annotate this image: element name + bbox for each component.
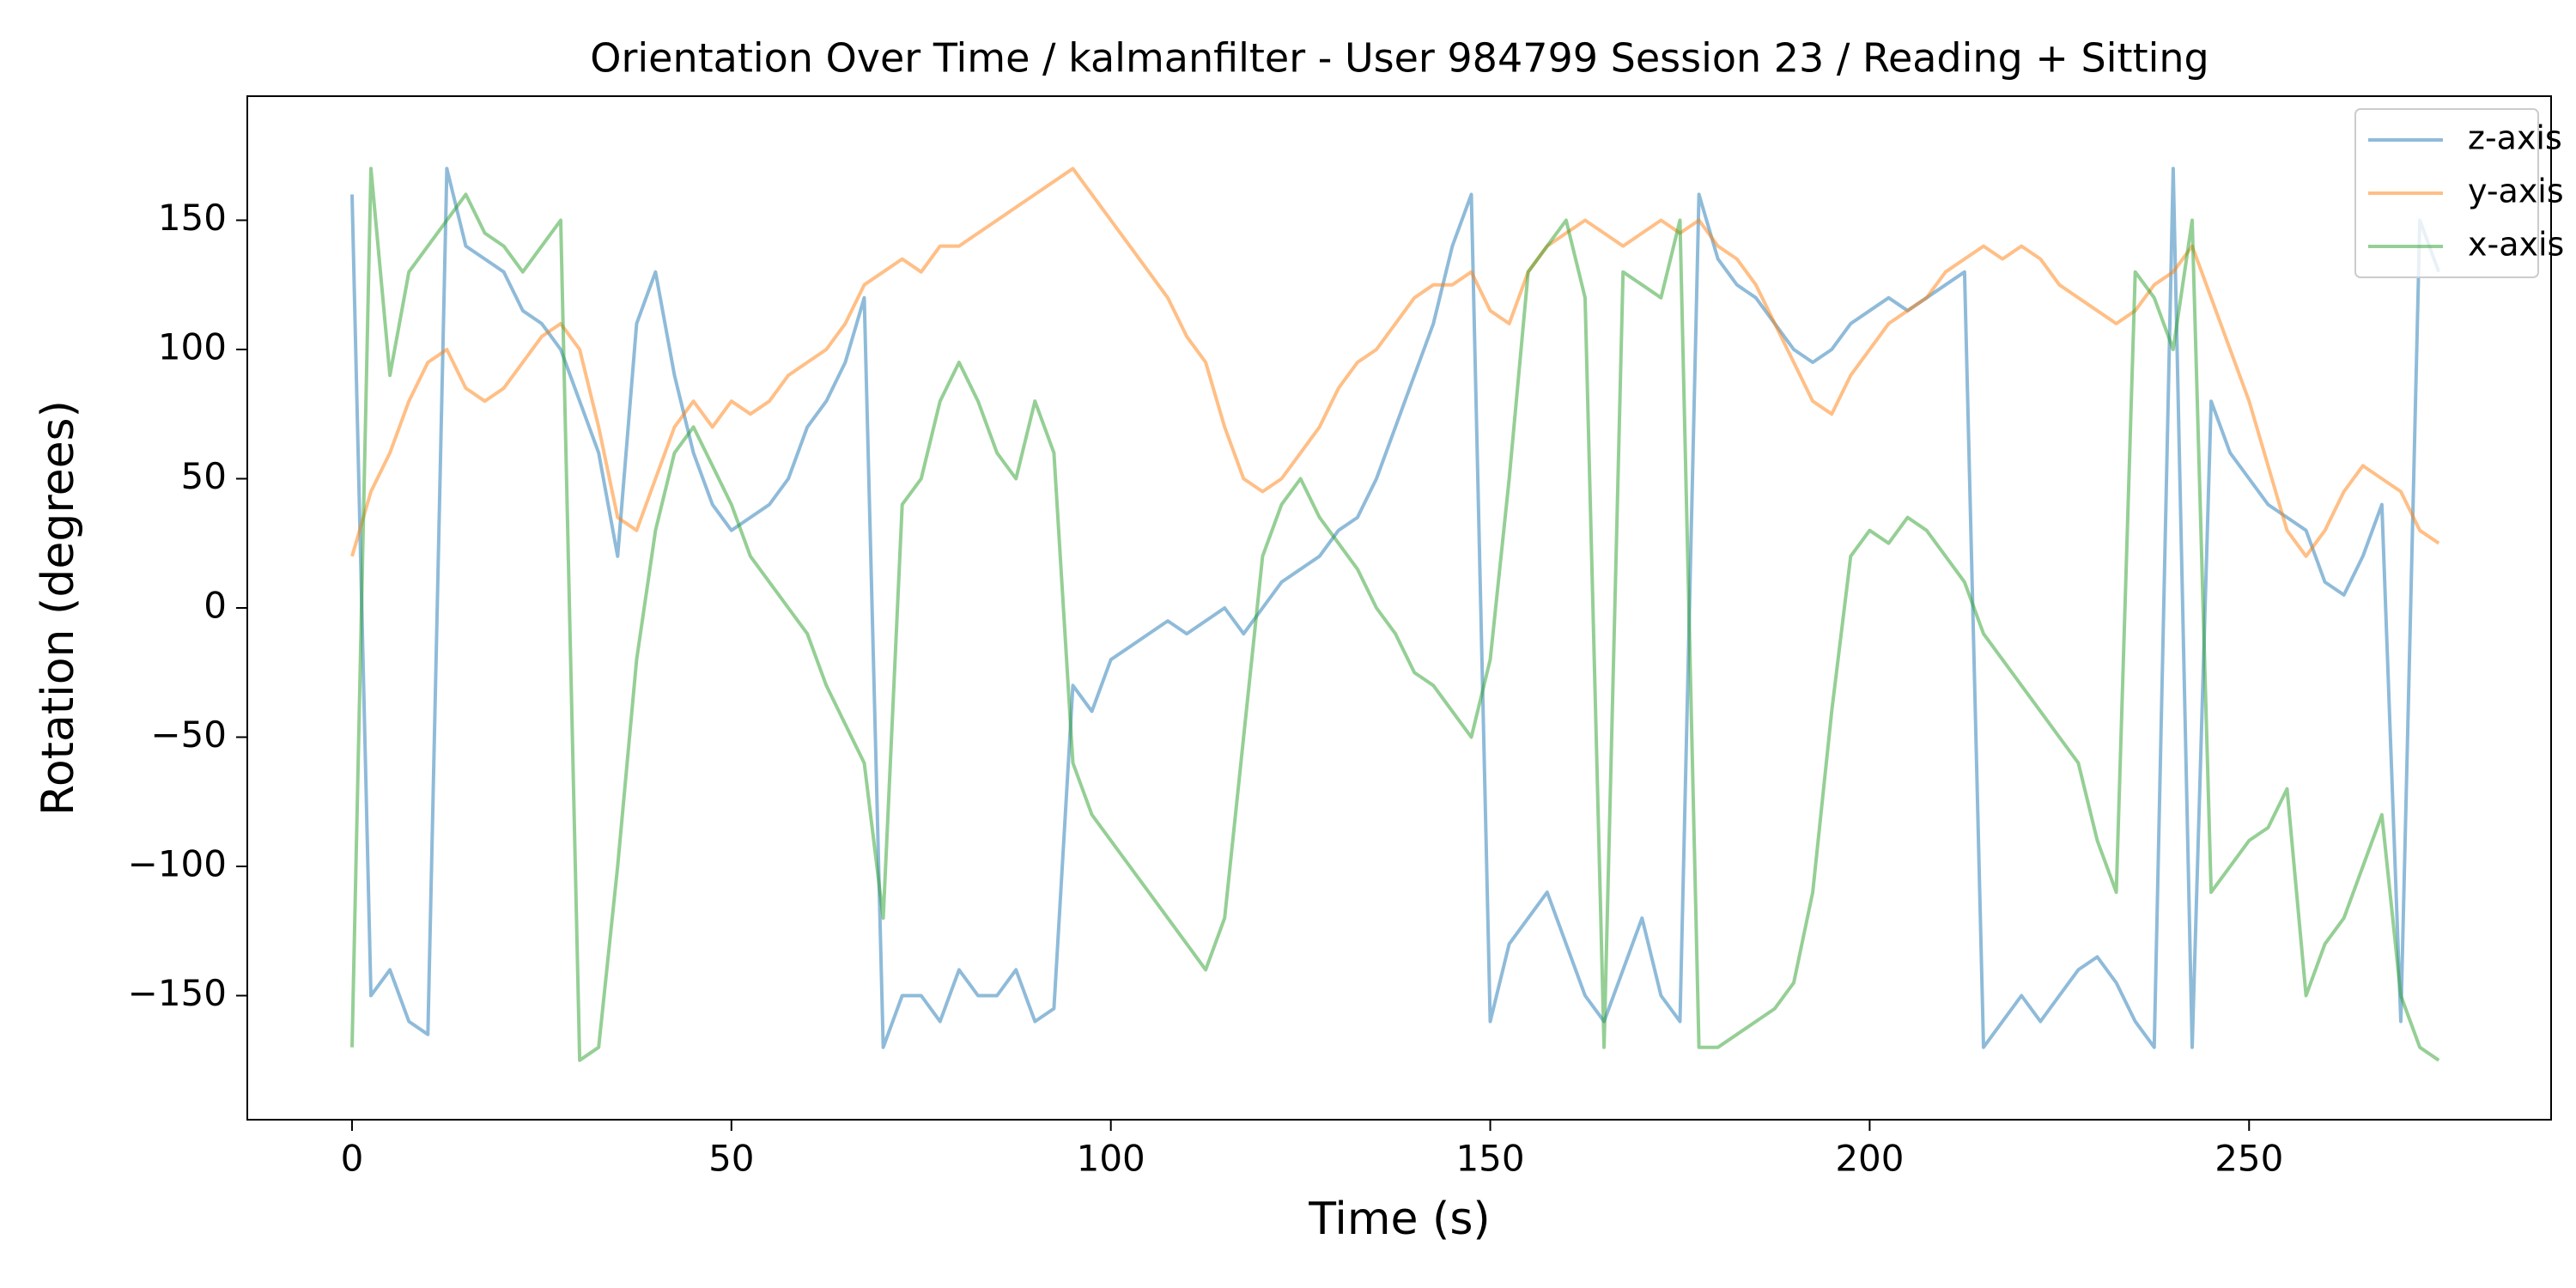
y-tick-label: −50: [150, 714, 227, 756]
plot-frame: [246, 95, 2552, 1121]
line-series: [350, 167, 2440, 1062]
x-tick-label: 250: [2215, 1138, 2283, 1180]
line-series: [350, 167, 2441, 1049]
x-axis-label: Time (s): [1308, 1194, 1490, 1245]
legend-label: z-axis: [2468, 119, 2562, 157]
plot-area: [350, 167, 2441, 1062]
line-series: [350, 167, 2440, 558]
y-tick-label: −150: [128, 972, 227, 1014]
legend-label: y-axis: [2468, 173, 2564, 210]
y-tick-label: 100: [158, 325, 227, 368]
y-tick-label: 150: [158, 197, 227, 239]
x-tick-label: 50: [708, 1138, 754, 1180]
y-axis-label: Rotation (degrees): [33, 400, 84, 816]
y-tick-label: 50: [181, 455, 227, 497]
legend-box: [2354, 108, 2539, 278]
x-tick-label: 100: [1077, 1138, 1145, 1180]
x-tick-label: 0: [341, 1138, 364, 1180]
y-tick-label: 0: [204, 585, 227, 627]
legend-label: x-axis: [2468, 226, 2564, 264]
x-tick-label: 200: [1835, 1138, 1904, 1180]
x-tick-label: 150: [1455, 1138, 1524, 1180]
chart-title: Orientation Over Time / kalmanfilter - U…: [590, 35, 2208, 82]
y-tick-label: −100: [128, 843, 227, 885]
